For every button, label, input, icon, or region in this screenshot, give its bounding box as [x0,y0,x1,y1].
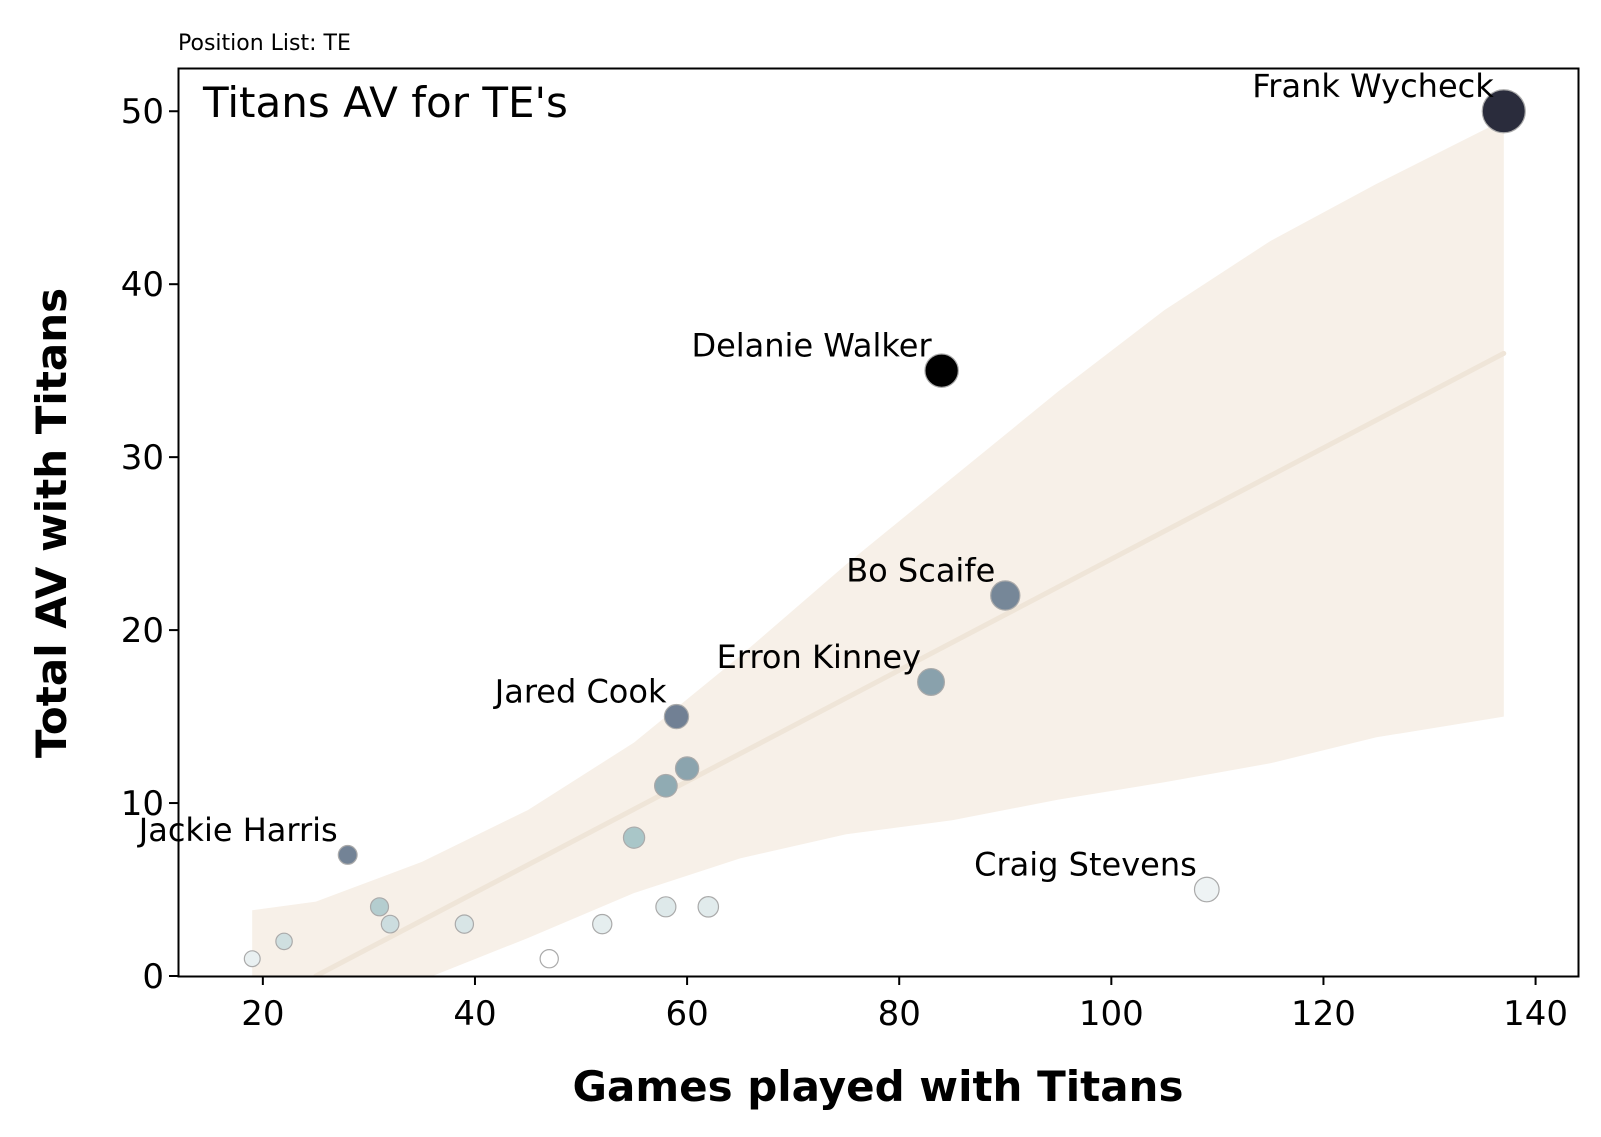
y-tick-label: 20 [121,611,164,651]
point-label: Erron Kinney [717,638,921,676]
data-point [369,897,390,917]
x-tick-label: 20 [241,994,284,1034]
x-tick-label: 40 [453,994,496,1034]
point-label: Frank Wycheck [1252,67,1494,105]
plot-area [243,89,1526,976]
plot-clip-group [243,89,1526,976]
x-tick-label: 60 [665,994,708,1034]
suptitle: Position List: TE [178,31,351,56]
point-label: Bo Scaife [846,552,995,590]
x-tick-label: 80 [878,994,921,1034]
y-tick-label: 0 [142,957,164,997]
x-axis-label: Games played with Titans [573,1062,1184,1111]
chart-title: Titans AV for TE's [202,78,568,127]
data-point [454,914,475,934]
data-point [1193,876,1220,903]
data-point [653,773,678,798]
point-label: Jared Cook [493,673,667,711]
data-point [622,826,646,849]
y-tick-label: 40 [121,265,164,305]
point-label: Craig Stevens [974,846,1197,884]
data-point [337,844,358,865]
y-tick-label: 10 [121,784,164,824]
data-point [990,580,1021,611]
data-point [592,913,613,935]
data-point [243,950,261,968]
data-point [663,703,690,730]
data-point [539,949,559,969]
data-point [917,667,946,696]
y-axis-label: Total AV with Titans [27,288,76,758]
data-point [924,353,959,388]
data-point [674,756,700,781]
regression-line [313,350,1507,976]
point-labels: Frank Wycheck Delanie Walker Bo Scaife Erro… [137,67,1494,883]
data-point [380,914,400,934]
x-tick-label: 100 [1079,994,1144,1034]
x-tick-label: 120 [1291,994,1356,1034]
axis-ticks: 20 40 60 80 100 120 140 0 10 20 30 40 50 [121,92,1568,1034]
data-point [1481,89,1526,134]
axes-frame [177,67,1580,978]
confidence-band [252,119,1504,976]
data-point [275,932,293,951]
y-tick-label: 30 [121,438,164,478]
point-label: Jackie Harris [137,811,338,849]
data-point [697,896,720,918]
y-tick-label: 50 [121,92,164,132]
x-tick-label: 140 [1503,994,1568,1034]
data-point [655,896,677,918]
point-label: Delanie Walker [691,327,932,365]
